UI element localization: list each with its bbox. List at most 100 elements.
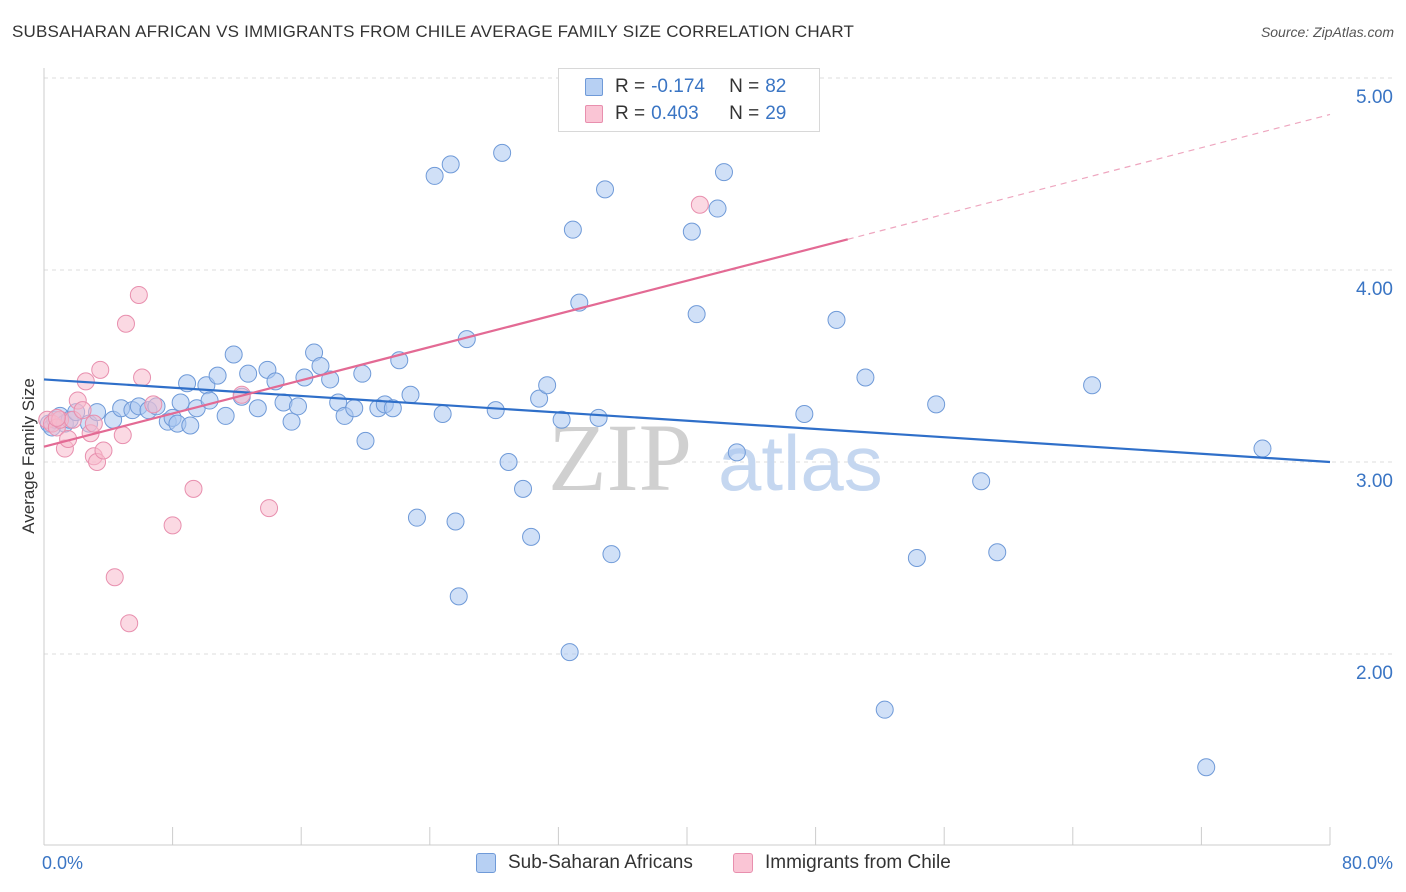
data-point bbox=[113, 426, 132, 445]
data-point bbox=[224, 345, 243, 364]
data-point bbox=[383, 399, 402, 418]
data-point bbox=[288, 397, 307, 416]
data-point bbox=[972, 472, 991, 491]
data-point bbox=[353, 364, 372, 383]
data-point bbox=[216, 406, 235, 425]
data-point bbox=[907, 549, 926, 567]
data-point bbox=[602, 545, 621, 564]
data-point bbox=[163, 516, 182, 535]
axis-layer: 2.00 3.00 4.00 5.00 bbox=[43, 68, 1393, 846]
x-tick-label-max: 80.0% bbox=[1342, 853, 1393, 873]
data-point bbox=[687, 305, 706, 324]
data-point bbox=[690, 195, 709, 214]
data-point bbox=[596, 180, 615, 199]
data-point bbox=[522, 527, 541, 546]
watermark: ZIP atlas bbox=[548, 404, 883, 511]
series-legend-label: Sub-Saharan Africans bbox=[508, 852, 693, 873]
data-point bbox=[563, 220, 582, 239]
data-point bbox=[181, 416, 200, 435]
legend-swatch-pink bbox=[585, 105, 603, 123]
chart-title: SUBSAHARAN AFRICAN VS IMMIGRANTS FROM CH… bbox=[12, 22, 855, 41]
legend-n-label: N = bbox=[729, 76, 760, 97]
series-legend: Sub-Saharan Africans Immigrants from Chi… bbox=[0, 852, 1406, 876]
x-tick-label-min: 0.0% bbox=[42, 853, 83, 873]
data-point bbox=[184, 479, 203, 498]
data-point bbox=[133, 368, 152, 387]
data-point bbox=[1197, 758, 1216, 777]
data-point bbox=[282, 412, 301, 431]
data-point bbox=[441, 155, 460, 174]
data-point bbox=[321, 370, 340, 389]
data-point bbox=[407, 508, 426, 527]
data-point bbox=[795, 405, 814, 423]
series-legend-item-chile[interactable]: Immigrants from Chile bbox=[733, 852, 951, 874]
source-label: Source: ZipAtlas.com bbox=[1260, 24, 1394, 40]
data-point bbox=[144, 395, 163, 414]
data-point bbox=[499, 453, 518, 471]
data-point bbox=[1253, 439, 1272, 458]
data-point bbox=[988, 543, 1007, 562]
data-point bbox=[94, 441, 113, 460]
legend-n-value: 82 bbox=[765, 76, 787, 97]
legend-r-label: R = bbox=[615, 103, 646, 124]
data-point bbox=[91, 360, 110, 379]
data-point bbox=[927, 395, 946, 414]
data-point bbox=[47, 408, 66, 427]
data-point bbox=[171, 393, 190, 412]
data-point bbox=[560, 643, 579, 662]
data-point bbox=[248, 399, 267, 418]
legend-row-subsaharan: R = -0.174 N = 82 bbox=[585, 74, 786, 100]
data-point bbox=[708, 199, 727, 218]
legend-r-value: 0.403 bbox=[651, 103, 699, 124]
y-tick-label: 3.00 bbox=[1356, 471, 1393, 492]
data-point bbox=[401, 385, 420, 404]
series-legend-item-subsaharan[interactable]: Sub-Saharan Africans bbox=[476, 852, 693, 874]
data-point bbox=[345, 399, 364, 418]
data-point bbox=[589, 408, 608, 427]
trendline-chile bbox=[43, 238, 849, 448]
watermark-zip: ZIP bbox=[548, 404, 692, 511]
watermark-atlas: atlas bbox=[718, 419, 883, 507]
y-axis-label: Average Family Size bbox=[19, 378, 38, 534]
y-tick-label: 5.00 bbox=[1356, 87, 1393, 108]
data-point bbox=[105, 568, 124, 587]
data-point bbox=[260, 499, 279, 518]
data-point bbox=[552, 410, 571, 429]
data-point bbox=[682, 222, 701, 241]
legend-r-value: -0.174 bbox=[651, 76, 705, 97]
legend-swatch-blue bbox=[585, 78, 603, 96]
data-point bbox=[827, 310, 846, 329]
series-legend-label: Immigrants from Chile bbox=[765, 852, 951, 873]
points-layer bbox=[38, 143, 1272, 777]
data-point bbox=[239, 364, 258, 383]
data-point bbox=[446, 512, 465, 531]
data-point bbox=[433, 405, 452, 423]
series-swatch-blue bbox=[476, 853, 496, 873]
data-point bbox=[486, 401, 505, 420]
data-point bbox=[120, 614, 139, 633]
legend-r-label: R = bbox=[615, 76, 646, 97]
trend-layer bbox=[43, 113, 1331, 464]
trendline-chile-extension bbox=[847, 113, 1331, 240]
series-chile-points bbox=[38, 195, 709, 633]
data-point bbox=[875, 700, 894, 719]
data-point bbox=[425, 166, 444, 185]
data-point bbox=[538, 376, 557, 395]
data-point bbox=[856, 368, 875, 387]
legend-row-chile: R = 0.403 N = 29 bbox=[585, 101, 786, 127]
legend-n-label: N = bbox=[729, 103, 760, 124]
data-point bbox=[73, 401, 92, 420]
data-point bbox=[356, 431, 375, 450]
data-point bbox=[449, 587, 468, 606]
data-point bbox=[493, 143, 512, 162]
y-tick-label: 2.00 bbox=[1356, 663, 1393, 684]
data-point bbox=[514, 479, 533, 498]
data-point bbox=[727, 443, 746, 462]
y-tick-label: 4.00 bbox=[1356, 279, 1393, 300]
trendline-subsaharan bbox=[43, 378, 1331, 464]
data-point bbox=[208, 366, 227, 385]
data-point bbox=[84, 414, 103, 433]
series-swatch-pink bbox=[733, 853, 753, 873]
correlation-legend: R = -0.174 N = 82 R = 0.403 N = 29 bbox=[558, 68, 820, 132]
